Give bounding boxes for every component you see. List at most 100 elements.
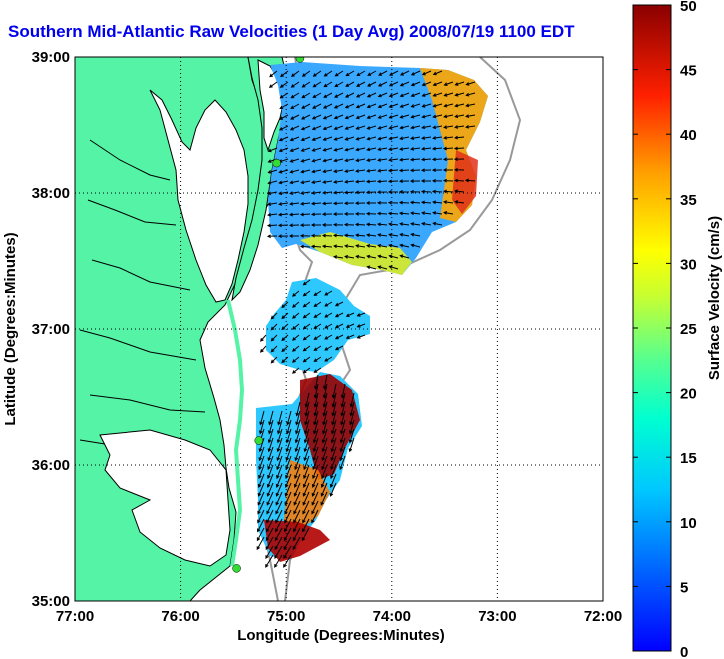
grid-lines: [75, 57, 603, 601]
velocity-arrow: [257, 509, 265, 524]
velocity-arrow: [285, 464, 292, 480]
velocity-arrow: [332, 201, 344, 206]
velocity-arrow: [283, 527, 292, 542]
velocity-arrow: [311, 500, 319, 515]
velocity-arrow: [330, 446, 337, 462]
velocity-arrow: [322, 180, 333, 184]
velocity-arrow: [312, 437, 319, 453]
velocity-arrow: [281, 356, 289, 364]
velocity-arrow: [454, 200, 465, 204]
velocity-arrow: [377, 147, 388, 152]
velocity-arrow: [333, 158, 344, 163]
velocity-arrow: [302, 356, 311, 363]
velocity-arrow: [376, 200, 388, 205]
velocity-arrow: [302, 500, 310, 515]
velocity-arrow: [322, 103, 333, 109]
velocity-arrow: [355, 158, 366, 163]
velocity-arrow: [289, 147, 300, 152]
velocity-arrow: [366, 233, 377, 237]
velocity-arrow: [312, 464, 319, 480]
velocity-arrow: [431, 146, 443, 151]
velocity-arrow: [322, 383, 328, 399]
velocity-arrow: [321, 244, 333, 249]
velocity-arrow: [344, 114, 355, 120]
velocity-arrow: [377, 103, 388, 109]
velocity-arrow: [410, 147, 421, 151]
velocity-arrow: [410, 232, 421, 237]
velocity-arrow: [340, 383, 346, 399]
velocity-arrow: [311, 180, 322, 184]
velocity-arrow: [465, 92, 476, 97]
velocity-arrow: [354, 201, 366, 205]
velocity-arrow: [284, 491, 292, 506]
velocity-arrow: [293, 491, 301, 506]
velocity-arrow: [291, 367, 300, 374]
velocity-arrow: [464, 178, 476, 183]
velocity-arrow: [345, 70, 355, 77]
velocity-arrow: [323, 92, 333, 98]
velocity-arrow: [300, 191, 311, 195]
velocity-arrow: [334, 92, 344, 98]
velocity-arrow: [344, 169, 355, 173]
velocity-arrow: [302, 491, 310, 506]
velocity-arrow: [313, 356, 322, 362]
velocity-arrow: [388, 103, 399, 108]
velocity-arrow: [432, 136, 443, 140]
velocity-arrow: [333, 147, 344, 152]
velocity-arrow: [259, 419, 265, 435]
velocity-arrow: [269, 70, 278, 78]
velocity-arrow: [410, 125, 421, 130]
y-tick-label: 39:00: [32, 49, 70, 66]
velocity-arrow: [431, 157, 443, 162]
velocity-arrow: [299, 212, 311, 217]
velocity-arrow: [283, 545, 292, 560]
velocity-arrow: [289, 136, 300, 142]
velocity-arrow: [349, 392, 355, 408]
velocity-arrow: [293, 482, 301, 497]
velocity-arrow: [324, 301, 333, 307]
velocity-arrow: [344, 255, 355, 259]
velocity-arrow: [453, 157, 465, 162]
velocity-arrow: [286, 419, 292, 435]
velocity-arrow: [266, 473, 274, 488]
velocity-arrow: [301, 527, 310, 542]
velocity-arrow: [281, 345, 289, 353]
velocity-arrow: [267, 437, 274, 453]
velocity-arrow: [454, 189, 465, 194]
velocity-arrow: [399, 232, 410, 237]
velocity-arrow: [313, 345, 322, 351]
velocity-arrow: [284, 473, 292, 488]
velocity-arrow: [377, 136, 388, 141]
velocity-arrow: [431, 189, 443, 194]
velocity-arrow: [421, 146, 432, 151]
velocity-arrow: [311, 509, 319, 524]
velocity-arrow: [377, 233, 388, 237]
velocity-arrow: [268, 419, 274, 435]
velocity-arrow: [322, 136, 333, 141]
velocity-arrow: [354, 222, 366, 227]
velocity-arrow: [420, 157, 432, 162]
y-tick-labels: 35:00 36:00 37:00 38:00 39:00: [32, 49, 70, 610]
velocity-arrow: [377, 81, 388, 87]
station-marker: [295, 57, 305, 63]
velocity-arrow: [275, 491, 283, 506]
velocity-arrow: [339, 455, 346, 471]
velocity-arrow: [275, 482, 283, 497]
velocity-arrow: [365, 211, 377, 216]
velocity-arrow: [291, 290, 300, 297]
velocity-arrow: [304, 392, 310, 408]
velocity-arrow: [345, 81, 355, 87]
velocity-arrow: [256, 536, 265, 551]
velocity-arrow: [288, 234, 299, 238]
velocity-arrow: [321, 437, 328, 453]
velocity-arrow: [377, 265, 388, 270]
velocity-arrow: [267, 169, 278, 174]
velocity-arrow: [331, 383, 337, 399]
velocity-arrow: [399, 103, 410, 108]
velocity-arrow: [289, 180, 300, 185]
velocity-arrow: [377, 243, 388, 248]
velocity-arrow: [267, 446, 274, 462]
y-tick-label: 38:00: [32, 185, 70, 202]
velocity-arrow: [432, 114, 443, 119]
velocity-arrow: [265, 545, 274, 560]
